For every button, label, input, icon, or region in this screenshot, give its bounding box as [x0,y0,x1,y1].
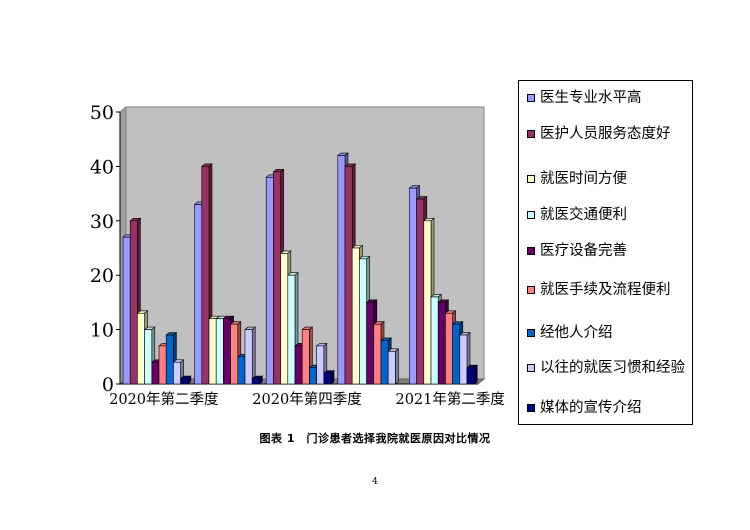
bar [215,318,224,385]
bar [173,361,181,385]
page-number: 4 [372,477,378,487]
legend-label: 就医交通便利 [540,207,627,223]
bar [387,351,396,385]
bar [244,329,253,385]
bar [201,166,210,385]
bar [230,323,239,385]
bar-side [251,326,256,385]
bar [316,345,325,385]
legend-item: 医护人员服务态度好 [527,125,689,144]
legend-item: 就医时间方便 [527,170,689,189]
bar [323,372,332,385]
bar [466,367,475,385]
legend-swatch [527,404,535,412]
bar [122,236,131,385]
legend-item: 以往的就医习惯和经验 [527,359,689,378]
x-tick-label: 2021年第二季度 [395,390,504,408]
bar [409,187,417,385]
y-tick-label: 30 [90,211,114,233]
figure-caption: 图表 1 门诊患者选择我院就医原因对比情况 [259,432,491,445]
legend-swatch [527,211,535,219]
bar [337,155,346,385]
bar [430,296,439,385]
bar [351,247,360,385]
bar-side [395,348,399,385]
bar [445,312,453,385]
y-tick-label: 40 [90,156,114,178]
bar [344,166,353,385]
bar [208,318,217,385]
bar-side [473,364,478,385]
legend-label: 就医手续及流程便利 [540,282,671,298]
bar [280,253,289,385]
bar [180,378,189,385]
legend-swatch [527,286,535,294]
bar [223,318,231,385]
chart-svg: 0 10 20 30 40 50 2020年第二季度 2020年第四季度 2021年第二季度 [90,102,505,408]
legend-label: 以往的就医习惯和经验 [540,360,685,376]
legend-swatch [527,364,535,372]
bar [165,334,174,385]
bar [452,323,461,385]
bar [251,378,260,385]
y-tick-label: 0 [102,374,114,396]
x-tick-label: 2020年第二季度 [109,390,218,408]
x-tick-label: 2020年第四季度 [252,390,361,408]
legend-swatch [527,247,535,255]
bar [459,334,468,385]
bar [373,323,382,385]
bar [129,220,138,385]
legend-item: 就医交通便利 [527,206,689,225]
bar [309,367,317,385]
legend-swatch [527,175,535,183]
legend-label: 媒体的宣传介绍 [540,400,642,416]
bar [265,176,274,385]
legend-label: 经他人介绍 [540,325,613,341]
bar [194,204,203,385]
bar [137,312,145,385]
legend-label: 医生专业水平高 [540,90,642,106]
legend-swatch [527,130,535,138]
y-tick-label: 20 [90,265,114,287]
bar [273,171,281,385]
legend-swatch [527,94,535,102]
legend-label: 医疗设备完善 [540,243,627,259]
legend-swatch [527,329,535,337]
bar [359,258,367,385]
chart-legend: 医生专业水平高医护人员服务态度好 就医时间方便 就医交通便利 医疗设备完善就医手续及流… [518,80,693,425]
bar [366,302,375,385]
bar-side [330,369,335,385]
bar [437,302,446,385]
legend-item: 经他人介绍 [527,324,689,343]
bar [294,345,303,385]
y-tick-label: 50 [90,102,114,124]
bar [380,340,389,385]
legend-item: 医生专业水平高 [527,89,689,108]
bar [416,198,425,385]
bar [158,345,167,385]
bar [423,220,432,385]
legend-item: 就医手续及流程便利 [527,281,689,300]
legend-label: 就医时间方便 [540,171,627,187]
bar [287,274,296,385]
bar [237,356,246,385]
legend-item: 医疗设备完善 [527,242,689,261]
bar [151,361,160,385]
legend-item: 媒体的宣传介绍 [527,399,689,418]
bar [144,329,153,385]
legend-label: 医护人员服务态度好 [540,126,671,142]
y-tick-label: 10 [90,320,114,342]
bar [301,329,310,385]
